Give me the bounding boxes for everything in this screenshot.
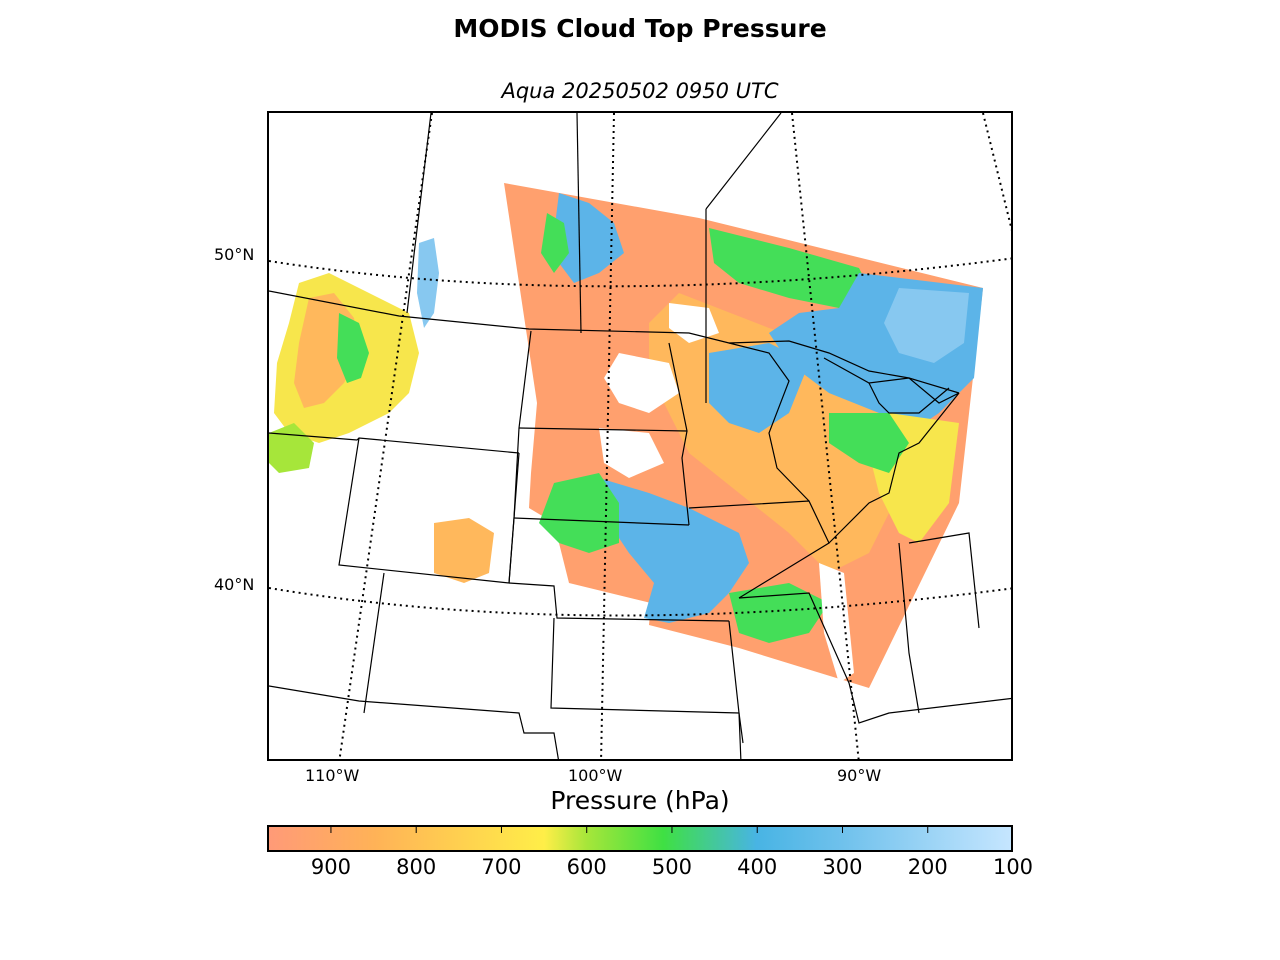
- missouri-east: [738, 592, 1011, 724]
- dakota-west: [508, 330, 532, 584]
- canada-province-line-2: [576, 113, 582, 334]
- colorbar-tick-labels: 900 800 700 600 500 400 300 200 100: [267, 855, 1033, 885]
- meridian-110w: [338, 113, 433, 759]
- colorado-box: [363, 572, 385, 714]
- montana-south: [269, 432, 520, 454]
- ok-tx: [269, 685, 559, 759]
- wyoming-box: [338, 437, 520, 584]
- colorbar-tick-label-400: 400: [737, 855, 778, 879]
- colorbar-tick-label-900: 900: [310, 855, 351, 879]
- colorbar-tick-label-600: 600: [566, 855, 607, 879]
- nd-sd-line: [518, 427, 688, 432]
- iowa-box: [688, 500, 830, 599]
- graticule: [269, 113, 1011, 759]
- us-canada-border: [269, 290, 960, 394]
- ne-ks-line: [508, 582, 730, 622]
- cloud-pressure-swath: [269, 183, 983, 688]
- colorbar-tick-label-100: 100: [992, 855, 1034, 879]
- state-boundaries: [269, 113, 1011, 759]
- clear-gap-3: [819, 563, 854, 683]
- northeast-very-high-cloud: [884, 288, 969, 363]
- lon-label-100w: 100°W: [568, 766, 623, 785]
- great-lakes-shore: [868, 382, 950, 414]
- map-panel: [267, 111, 1013, 761]
- central-high-cloud: [709, 343, 809, 433]
- colorbar-tick-label-800: 800: [396, 855, 437, 879]
- colorbar-tickmarks: [330, 826, 1013, 833]
- parallel-40n: [269, 587, 1011, 617]
- minnesota-west: [668, 342, 690, 526]
- west-blue-patch: [417, 238, 439, 328]
- chart-subtitle: Aqua 20250502 0950 UTC: [501, 79, 779, 103]
- colorbar-title: Pressure (hPa): [550, 786, 730, 815]
- north-central-blue-cloud: [554, 193, 624, 283]
- southwest-cloud-patch: [434, 518, 494, 583]
- lat-label-40n: 40°N: [214, 575, 255, 594]
- parallel-50n: [269, 257, 1011, 288]
- southern-high-cloud: [599, 478, 749, 623]
- colorbar-tick-label-500: 500: [651, 855, 693, 879]
- meridian-100w: [600, 113, 615, 759]
- canada-ontario-line: [705, 113, 782, 210]
- clear-gap-2: [604, 353, 679, 413]
- illinois-line: [898, 542, 920, 714]
- canada-province-line-1: [406, 113, 432, 314]
- indiana-line: [908, 532, 980, 629]
- minnesota-east: [728, 342, 810, 502]
- sd-ne-line: [513, 517, 690, 526]
- colorbar-tick-label-700: 700: [481, 855, 522, 879]
- colorbar-tick-label-200: 200: [907, 855, 948, 879]
- southern-green-cloud: [539, 473, 619, 553]
- kansas-ok: [550, 617, 744, 744]
- chart-title: MODIS Cloud Top Pressure: [453, 14, 827, 43]
- north-green-band: [709, 228, 874, 308]
- meridian-90w: [791, 113, 860, 759]
- colorbar: [267, 825, 1013, 852]
- missouri-line: [728, 620, 742, 759]
- colorbar-gradient: [267, 825, 1013, 852]
- west-green-patch: [337, 313, 369, 383]
- map-canvas: [269, 113, 1011, 759]
- east-green-cloud: [829, 413, 909, 473]
- wisconsin-line: [823, 357, 960, 544]
- clear-gap-4: [599, 428, 664, 478]
- meridian-80w: [982, 113, 1011, 231]
- north-central-green-cloud: [541, 213, 569, 273]
- lon-label-90w: 90°W: [837, 766, 882, 785]
- lon-label-110w: 110°W: [305, 766, 360, 785]
- southern-green-cloud-2: [729, 583, 829, 643]
- colorbar-tick-label-300: 300: [822, 855, 863, 879]
- lat-label-50n: 50°N: [214, 245, 255, 264]
